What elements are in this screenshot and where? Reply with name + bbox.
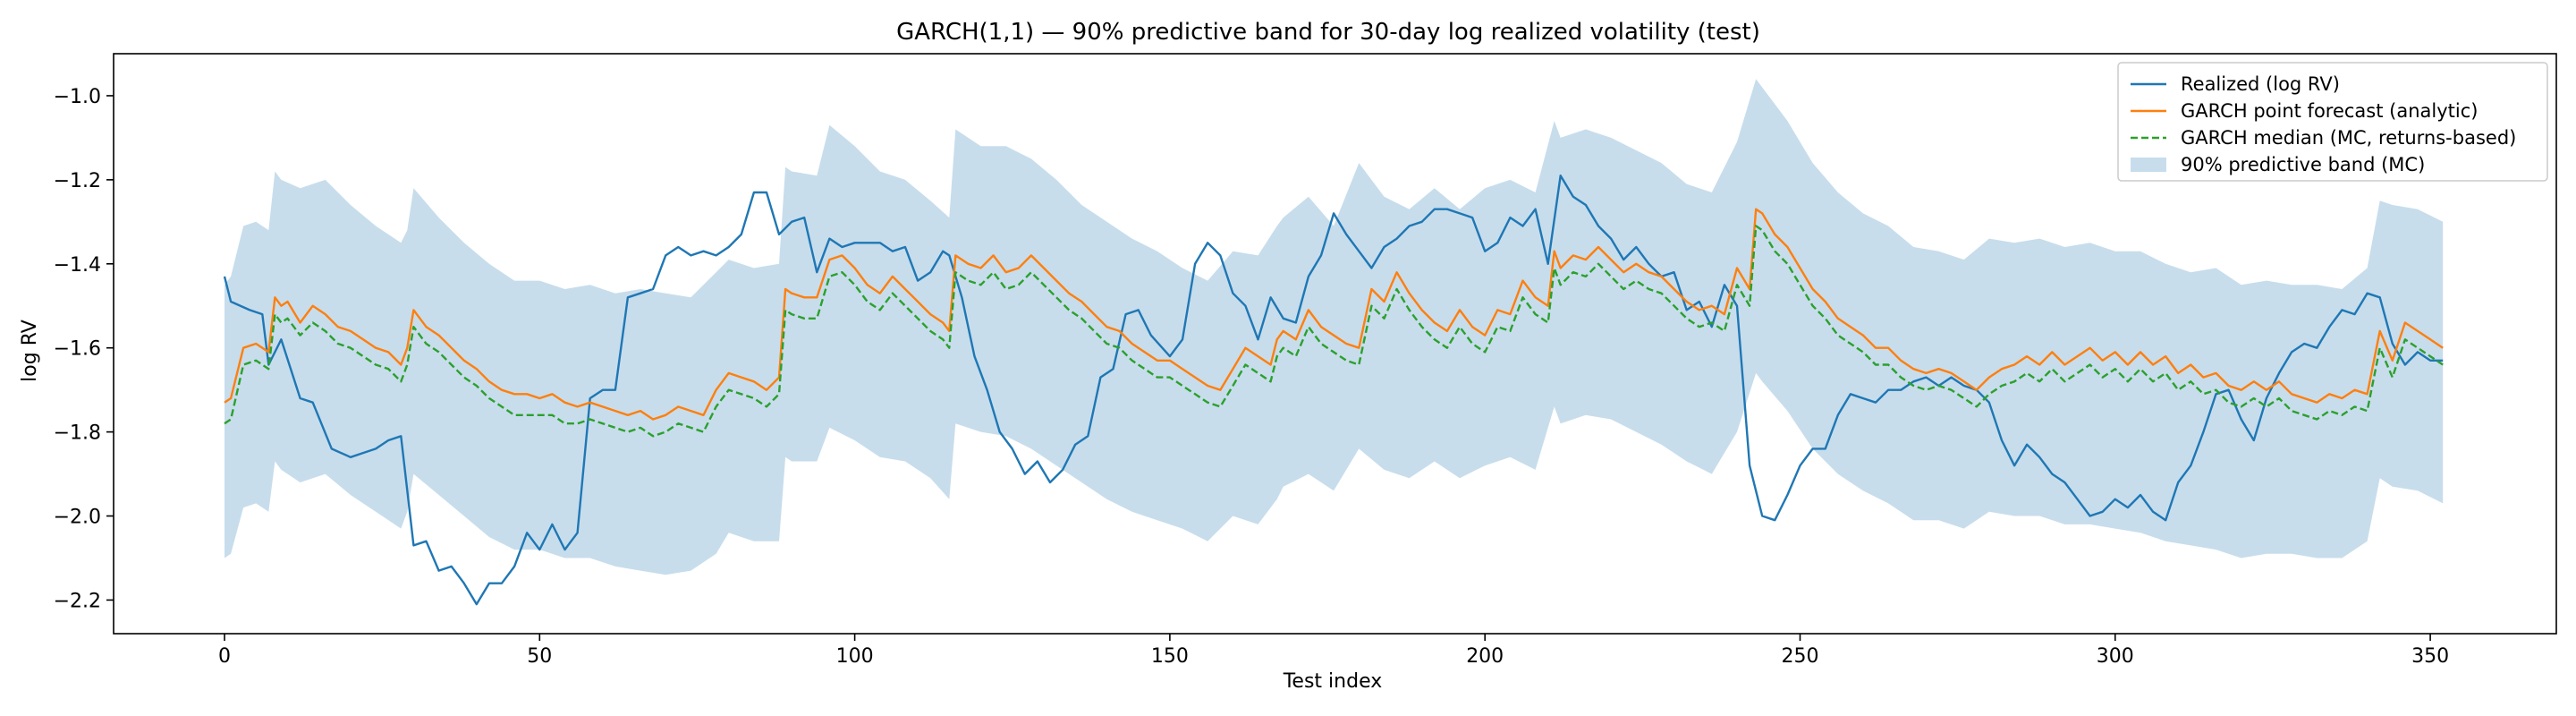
legend: Realized (log RV) GARCH point forecast (a… (2117, 62, 2548, 182)
series-line-1 (224, 208, 2444, 421)
plot-frame (113, 53, 2557, 635)
x-tick-label: 300 (2097, 645, 2134, 668)
x-tick-label: 350 (2411, 645, 2449, 668)
y-axis-title: log RV (19, 320, 41, 382)
y-tick-label: −1.8 (54, 422, 101, 445)
x-tick-label: 150 (1151, 645, 1189, 668)
y-tick-label: −2.2 (54, 590, 101, 612)
x-axis: 0 50 100 150 200 250 300 350 (218, 634, 2449, 668)
x-axis-title: Test index (1283, 670, 1383, 693)
legend-frame (2117, 62, 2548, 182)
y-tick-label: −1.6 (54, 338, 101, 361)
y-tick-label: −1.0 (54, 86, 101, 108)
y-axis: −2.2 −2.0 −1.8 −1.6 −1.4 −1.2 −1.0 (54, 86, 114, 612)
x-tick-label: 0 (218, 645, 231, 668)
y-tick-label: −1.2 (54, 170, 101, 192)
predictive-band (225, 79, 2444, 575)
x-tick-label: 50 (527, 645, 552, 668)
legend-label: GARCH median (MC, returns-based) (2181, 127, 2516, 149)
legend-swatch (2131, 158, 2166, 172)
x-tick-label: 200 (1466, 645, 1504, 668)
series-line-0 (223, 174, 2444, 606)
chart-title: GARCH(1,1) — 90% predictive band for 30-… (896, 19, 1760, 46)
x-tick-label: 100 (836, 645, 874, 668)
x-tick-label: 250 (1781, 645, 1818, 668)
series-line-2 (224, 225, 2444, 438)
y-tick-label: −1.4 (54, 254, 101, 277)
y-tick-label: −2.0 (54, 507, 101, 529)
legend-label: Realized (log RV) (2181, 73, 2340, 95)
legend-label: GARCH point forecast (analytic) (2181, 100, 2478, 122)
legend-label: 90% predictive band (MC) (2181, 154, 2425, 175)
plot-area (223, 79, 2444, 606)
